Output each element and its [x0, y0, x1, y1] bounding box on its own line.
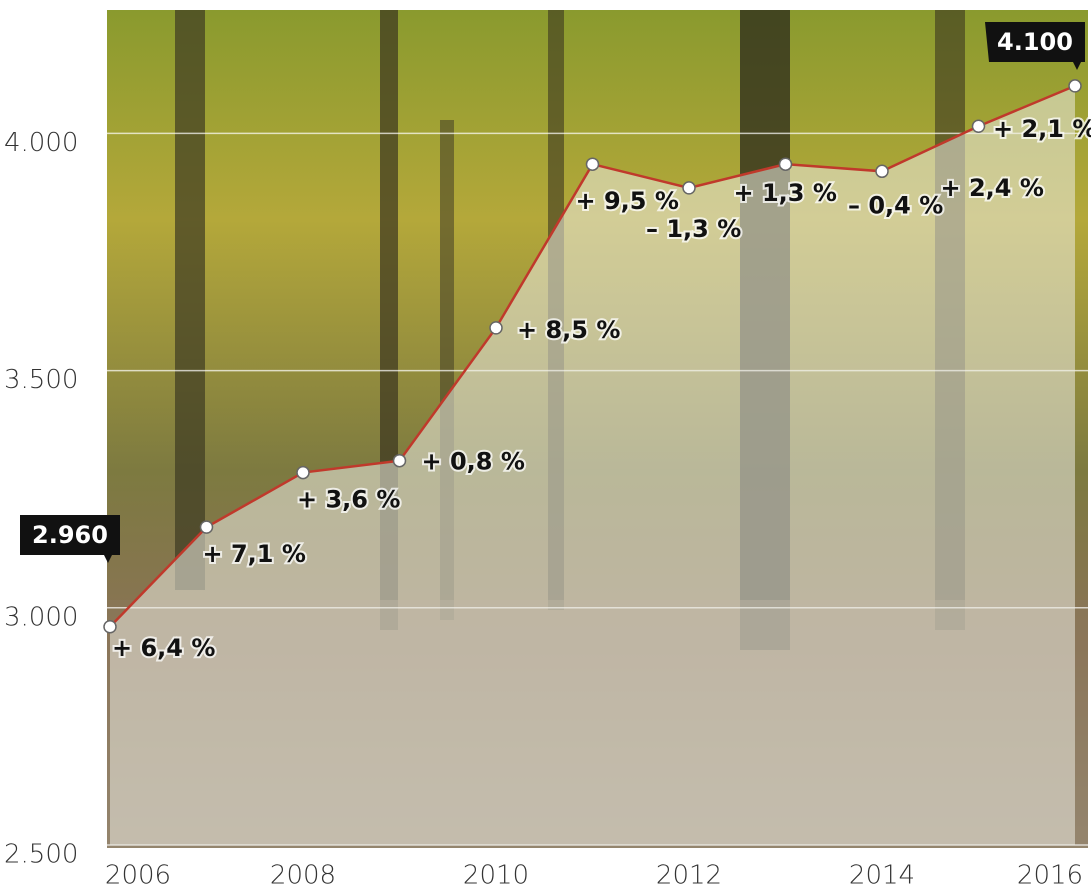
- point: [682, 181, 696, 195]
- y-tick-label: 3.000: [4, 602, 78, 632]
- point: [778, 157, 793, 171]
- change-label: + 1,3 %: [734, 179, 837, 207]
- x-tick-label: 2008: [270, 861, 336, 888]
- x-tick-label: 2010: [463, 861, 529, 888]
- point: [392, 453, 407, 468]
- x-tick-label: 2014: [849, 861, 915, 888]
- change-label: + 7,1 %: [203, 540, 306, 568]
- change-label: + 3,6 %: [297, 486, 400, 514]
- point: [875, 164, 889, 179]
- y-tick-label: 3.500: [4, 365, 78, 395]
- y-tick-label: 4.000: [4, 128, 78, 158]
- change-label: + 6,4 %: [112, 634, 215, 662]
- x-tick-label: 2012: [656, 861, 722, 888]
- change-label: + 8,5 %: [517, 316, 620, 344]
- value-label-box: [985, 22, 1085, 70]
- point: [1068, 79, 1082, 93]
- value-label: 2.960: [32, 521, 108, 549]
- point: [103, 620, 117, 634]
- point: [296, 465, 310, 480]
- change-label: + 0,8 %: [422, 448, 525, 476]
- change-label: + 9,5 %: [576, 187, 679, 215]
- value-label: 4.100: [997, 28, 1073, 56]
- point: [971, 119, 986, 133]
- x-tick-label: 2016: [1017, 861, 1083, 888]
- point: [585, 157, 600, 171]
- point: [489, 321, 503, 335]
- change-label: + 2,4 %: [941, 174, 1044, 202]
- change-label: + 2,1 %: [993, 115, 1091, 143]
- value-label-box: [20, 515, 120, 563]
- change-label: – 0,4 %: [848, 191, 943, 219]
- x-tick-label: 2006: [105, 861, 171, 888]
- area-fill: [110, 85, 1075, 846]
- change-label: – 1,3 %: [646, 215, 741, 243]
- y-tick-label: 2.500: [4, 840, 78, 870]
- point: [199, 520, 214, 534]
